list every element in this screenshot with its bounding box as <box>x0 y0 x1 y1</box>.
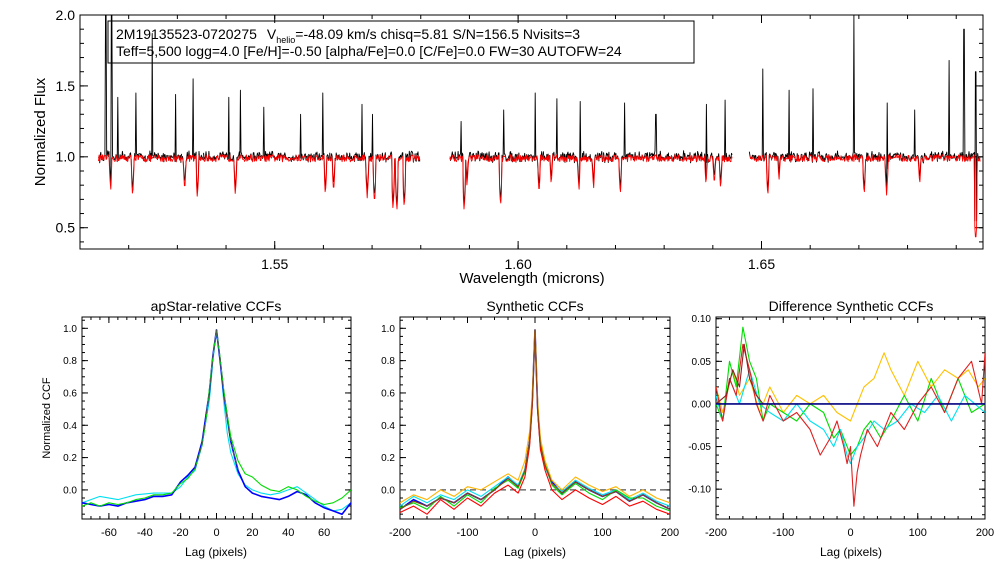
synthetic-ccf-x-axis-label: Lag (pixels) <box>504 545 566 559</box>
spectrum-x-tick-label: 1.65 <box>748 256 775 272</box>
apstar-ccf-y-tick-label: 0.8 <box>63 356 77 367</box>
apstar-ccf-y-tick-label: 0.0 <box>63 485 77 496</box>
synthetic-ccf-axes: -200 -100 0 100 200 0.0 0.2 0.4 0.6 0.8 1.0 <box>381 317 679 539</box>
spectrum-y-tick-label: 1.0 <box>56 149 76 165</box>
apstar-ccf-x-tick-label: -60 <box>101 527 117 539</box>
diff-ccf-y-tick-label: 0.10 <box>692 314 712 325</box>
header-star-id: 2M19135523-0720275 <box>116 26 257 42</box>
diff-ccf-y-tick-label: -0.10 <box>688 485 711 496</box>
spectrum-header-line2: Teff=5,500 logg=4.0 [Fe/H]=-0.50 [alpha/… <box>116 43 622 59</box>
spectrum-model-line <box>749 154 981 238</box>
diff-ccf-y-tick-label: 0.05 <box>692 357 712 368</box>
apstar-ccf-x-tick-label: -40 <box>137 527 153 539</box>
apstar-ccf-x-tick-label: 40 <box>282 527 294 539</box>
apstar-ccf-x-axis-label: Lag (pixels) <box>185 545 247 559</box>
apstar-ccf-x-tick-label: 0 <box>213 527 219 539</box>
apstar-ccf-x-tick-label: 60 <box>318 527 330 539</box>
apstar-ccf-dashed-line <box>194 329 239 470</box>
apstar-ccf-y-tick-label: 0.6 <box>63 388 77 399</box>
spectrum-segment-0 <box>98 15 421 210</box>
synthetic-ccf-y-tick-label: 0.0 <box>381 485 395 496</box>
synthetic-ccf-x-tick-label: -100 <box>456 527 478 539</box>
spectrum-model-line <box>98 154 421 210</box>
spectrum-y-tick-label: 2.0 <box>56 7 76 23</box>
spectrum-y-tick-label: 1.5 <box>56 78 76 94</box>
diff-ccf-red-line <box>716 343 985 507</box>
synthetic-ccf-green-line <box>400 329 670 512</box>
diff-ccf-lines <box>716 326 985 507</box>
apstar-ccf-y-axis-label: Normalized CCF <box>41 377 53 459</box>
spectrum-observed-line <box>449 92 733 204</box>
spectrum-x-axis-label: Wavelength (microns) <box>459 270 604 287</box>
synthetic-ccf-y-tick-label: 1.0 <box>381 324 395 335</box>
synthetic-ccf-panel: Synthetic CCFs Lag (pixels) -200 -100 0 100… <box>381 298 679 559</box>
apstar-ccf-y-tick-label: 0.2 <box>63 453 77 464</box>
diff-ccf-green-line <box>716 326 985 456</box>
spectrum-x-tick-label: 1.55 <box>261 256 288 272</box>
spectrum-y-axis-label: Normalized Flux <box>32 77 49 186</box>
synthetic-ccf-x-tick-label: -200 <box>389 527 411 539</box>
header-v-label: V <box>267 26 277 42</box>
difference-ccf-x-axis-label: Lag (pixels) <box>820 545 882 559</box>
diff-ccf-x-tick-label: -100 <box>772 527 794 539</box>
apstar-ccf-green-line <box>82 329 351 507</box>
apstar-ccf-blue-line <box>82 329 351 516</box>
spectrum-segment-1 <box>449 92 733 210</box>
synthetic-ccf-brown-line <box>400 329 670 510</box>
diff-ccf-y-tick-label: -0.05 <box>688 442 711 453</box>
synthetic-ccf-lines <box>400 329 670 515</box>
synthetic-ccf-y-tick-label: 0.6 <box>381 388 395 399</box>
synthetic-ccf-title: Synthetic CCFs <box>486 298 583 314</box>
header-v-subscript: helio <box>276 35 295 45</box>
spectrum-series <box>98 15 981 238</box>
synthetic-ccf-x-tick-label: 0 <box>532 527 538 539</box>
apstar-ccf-cyan-line <box>82 330 351 512</box>
spectrum-plot-frame <box>79 14 984 250</box>
synthetic-ccf-blue-line <box>400 329 670 511</box>
apstar-ccf-y-tick-label: 1.0 <box>63 324 77 335</box>
diff-ccf-x-tick-label: 200 <box>976 527 994 539</box>
diff-ccf-orange-line <box>716 352 985 422</box>
synthetic-ccf-red-line <box>400 329 670 515</box>
synthetic-ccf-x-tick-label: 200 <box>661 527 679 539</box>
difference-ccf-title: Difference Synthetic CCFs <box>769 298 934 314</box>
apstar-ccf-lines <box>82 329 351 516</box>
difference-ccf-panel: Difference Synthetic CCFs Lag (pixels) -… <box>688 298 994 559</box>
spectrum-axes: 1.55 1.60 1.65 0.5 1.0 1.5 2.0 <box>56 7 983 272</box>
apstar-ccf-plot-frame <box>81 316 352 520</box>
diff-ccf-y-tick-label: 0.00 <box>692 399 712 410</box>
apstar-ccf-panel: apStar-relative CCFs Lag (pixels) Normal… <box>41 298 352 559</box>
diff-ccf-x-tick-label: -200 <box>705 527 727 539</box>
spectrum-segment-2 <box>748 15 981 238</box>
spectrum-panel: 2M19135523-0720275 Vhelio=-48.09 km/s chi… <box>32 7 984 287</box>
spectrum-header-line1: 2M19135523-0720275 Vhelio=-48.09 km/s chi… <box>116 26 580 45</box>
synthetic-ccf-orange-line <box>400 329 670 504</box>
diff-ccf-x-tick-label: 0 <box>847 527 853 539</box>
apstar-ccf-title: apStar-relative CCFs <box>151 298 282 314</box>
difference-ccf-plot-frame <box>715 316 986 520</box>
synthetic-ccf-series <box>400 329 670 515</box>
difference-ccf-axes: -200 -100 0 100 200 -0.10 -0.05 0.00 0.05 0.10 <box>688 314 994 539</box>
apstar-ccf-x-tick-label: 20 <box>246 527 258 539</box>
synthetic-ccf-y-tick-label: 0.2 <box>381 453 395 464</box>
spectrum-model-line <box>449 154 733 210</box>
difference-ccf-series <box>716 326 985 507</box>
synthetic-ccf-cyan-line <box>400 329 670 507</box>
synthetic-ccf-x-tick-label: 100 <box>593 527 611 539</box>
header-v-value: =-48.09 km/s chisq=5.81 S/N=156.5 Nvisit… <box>295 26 580 42</box>
spectrum-y-tick-label: 0.5 <box>56 220 76 236</box>
synthetic-ccf-y-tick-label: 0.8 <box>381 356 395 367</box>
spectrum-header-box <box>107 20 695 64</box>
synthetic-ccf-y-tick-label: 0.4 <box>381 421 395 432</box>
spectrum-x-tick-label: 1.60 <box>504 256 531 272</box>
diff-ccf-x-tick-label: 100 <box>909 527 927 539</box>
apstar-ccf-series <box>82 329 351 516</box>
apstar-ccf-x-tick-label: -20 <box>173 527 189 539</box>
apstar-ccf-y-tick-label: 0.4 <box>63 421 77 432</box>
diff-ccf-cyan-line <box>716 369 985 465</box>
diff-ccf-brown-line <box>716 343 764 405</box>
